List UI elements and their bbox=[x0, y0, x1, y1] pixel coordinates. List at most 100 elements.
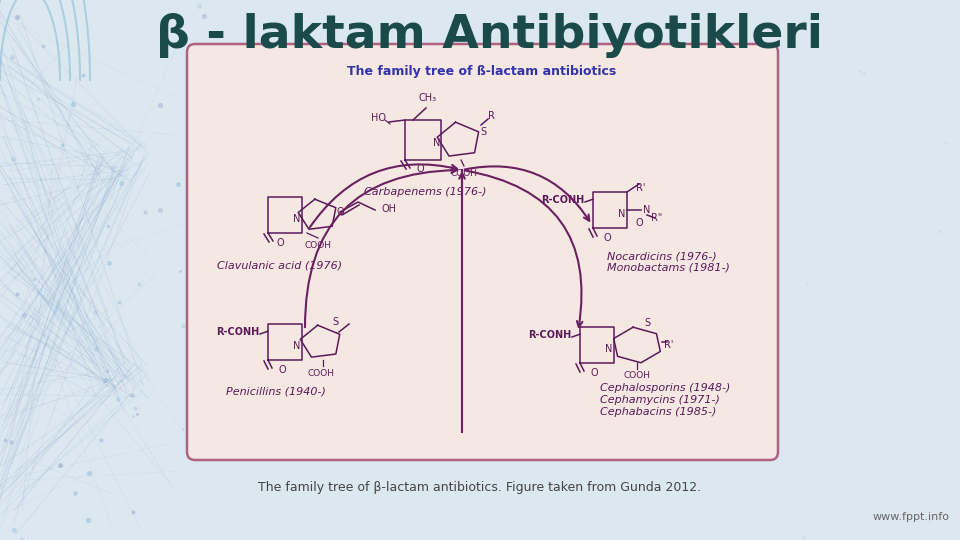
Text: R': R' bbox=[636, 183, 646, 193]
Point bbox=[171, 180, 186, 188]
Text: N: N bbox=[433, 138, 441, 148]
Text: R-CONH: R-CONH bbox=[528, 330, 571, 340]
FancyBboxPatch shape bbox=[187, 44, 778, 460]
Point bbox=[938, 139, 953, 147]
Point bbox=[6, 154, 21, 163]
Point bbox=[53, 461, 68, 469]
Point bbox=[98, 375, 113, 384]
Text: R: R bbox=[488, 111, 494, 121]
Text: COOH: COOH bbox=[304, 241, 331, 251]
Text: R': R' bbox=[664, 340, 674, 350]
Point bbox=[153, 101, 168, 110]
Point bbox=[14, 535, 30, 540]
Point bbox=[176, 424, 191, 433]
Point bbox=[87, 308, 103, 317]
Point bbox=[35, 42, 50, 51]
Point bbox=[104, 164, 119, 173]
Text: S: S bbox=[332, 317, 338, 327]
Point bbox=[0, 436, 12, 444]
Point bbox=[765, 53, 780, 62]
Text: COOH: COOH bbox=[623, 372, 651, 381]
Text: O: O bbox=[603, 233, 611, 243]
Text: Nocardicins (1976-)
Monobactams (1981-): Nocardicins (1976-) Monobactams (1981-) bbox=[607, 251, 730, 273]
Point bbox=[852, 67, 867, 76]
Text: S: S bbox=[644, 318, 650, 328]
Point bbox=[110, 395, 126, 404]
Point bbox=[124, 391, 139, 400]
Point bbox=[111, 298, 127, 306]
Point bbox=[80, 516, 95, 524]
Point bbox=[130, 410, 145, 418]
Point bbox=[137, 207, 153, 216]
Point bbox=[184, 273, 200, 281]
Point bbox=[102, 259, 117, 268]
Text: R-CONH: R-CONH bbox=[541, 195, 585, 205]
Text: OH: OH bbox=[382, 204, 397, 214]
Point bbox=[125, 508, 140, 517]
Text: R-CONH: R-CONH bbox=[216, 327, 259, 337]
Point bbox=[82, 469, 97, 477]
Text: N: N bbox=[643, 205, 651, 215]
Point bbox=[88, 345, 104, 353]
Point bbox=[7, 526, 22, 535]
Text: O: O bbox=[278, 365, 286, 375]
Text: Carbapenems (1976-): Carbapenems (1976-) bbox=[364, 187, 487, 197]
Point bbox=[192, 186, 207, 195]
Text: COOH: COOH bbox=[450, 170, 477, 179]
Point bbox=[99, 367, 114, 375]
Point bbox=[212, 346, 228, 355]
Text: O: O bbox=[276, 238, 284, 248]
Point bbox=[191, 163, 206, 171]
Point bbox=[933, 227, 948, 236]
Text: HO: HO bbox=[371, 113, 386, 123]
Point bbox=[9, 290, 24, 299]
Point bbox=[176, 321, 191, 330]
Text: O: O bbox=[636, 218, 643, 228]
Text: O: O bbox=[336, 207, 344, 217]
Point bbox=[55, 140, 70, 149]
Text: Clavulanic acid (1976): Clavulanic acid (1976) bbox=[217, 260, 343, 270]
Point bbox=[173, 267, 188, 275]
Point bbox=[193, 198, 208, 207]
Point bbox=[922, 517, 937, 525]
Point bbox=[800, 278, 815, 287]
Point bbox=[113, 178, 129, 187]
Text: N: N bbox=[606, 344, 612, 354]
Point bbox=[67, 489, 83, 497]
Point bbox=[3, 438, 18, 447]
Text: β - laktam Antibiyotikleri: β - laktam Antibiyotikleri bbox=[156, 12, 824, 57]
Point bbox=[192, 2, 207, 10]
Point bbox=[93, 436, 108, 444]
Text: Cephalosporins (1948-)
Cephamycins (1971-)
Cephabacins (1985-): Cephalosporins (1948-) Cephamycins (1971… bbox=[600, 383, 731, 416]
Point bbox=[126, 411, 141, 420]
Text: O: O bbox=[417, 164, 423, 174]
Text: www.fppt.info: www.fppt.info bbox=[873, 512, 950, 522]
Point bbox=[796, 533, 811, 540]
Point bbox=[753, 248, 768, 256]
Point bbox=[127, 403, 142, 412]
Point bbox=[75, 71, 90, 79]
Point bbox=[153, 206, 168, 215]
Text: S: S bbox=[480, 127, 486, 137]
Point bbox=[65, 100, 81, 109]
Point bbox=[132, 280, 147, 288]
Point bbox=[756, 59, 771, 68]
Point bbox=[16, 310, 32, 319]
Point bbox=[196, 11, 211, 20]
Text: COOH: COOH bbox=[307, 368, 334, 377]
Text: N: N bbox=[294, 214, 300, 224]
Point bbox=[10, 12, 25, 21]
Text: CH₃: CH₃ bbox=[419, 93, 437, 103]
Text: The family tree of β-lactam antibiotics. Figure taken from Gunda 2012.: The family tree of β-lactam antibiotics.… bbox=[258, 482, 702, 495]
Point bbox=[856, 69, 872, 78]
Text: N: N bbox=[618, 209, 626, 219]
Point bbox=[101, 222, 116, 231]
Point bbox=[5, 52, 20, 61]
Point bbox=[26, 274, 41, 283]
Text: The family tree of ß-lactam antibiotics: The family tree of ß-lactam antibiotics bbox=[348, 65, 616, 78]
Text: N: N bbox=[294, 341, 300, 351]
Text: Penicillins (1940-): Penicillins (1940-) bbox=[226, 387, 326, 397]
Text: O: O bbox=[590, 368, 598, 378]
Point bbox=[31, 95, 46, 104]
Text: R": R" bbox=[651, 213, 662, 223]
